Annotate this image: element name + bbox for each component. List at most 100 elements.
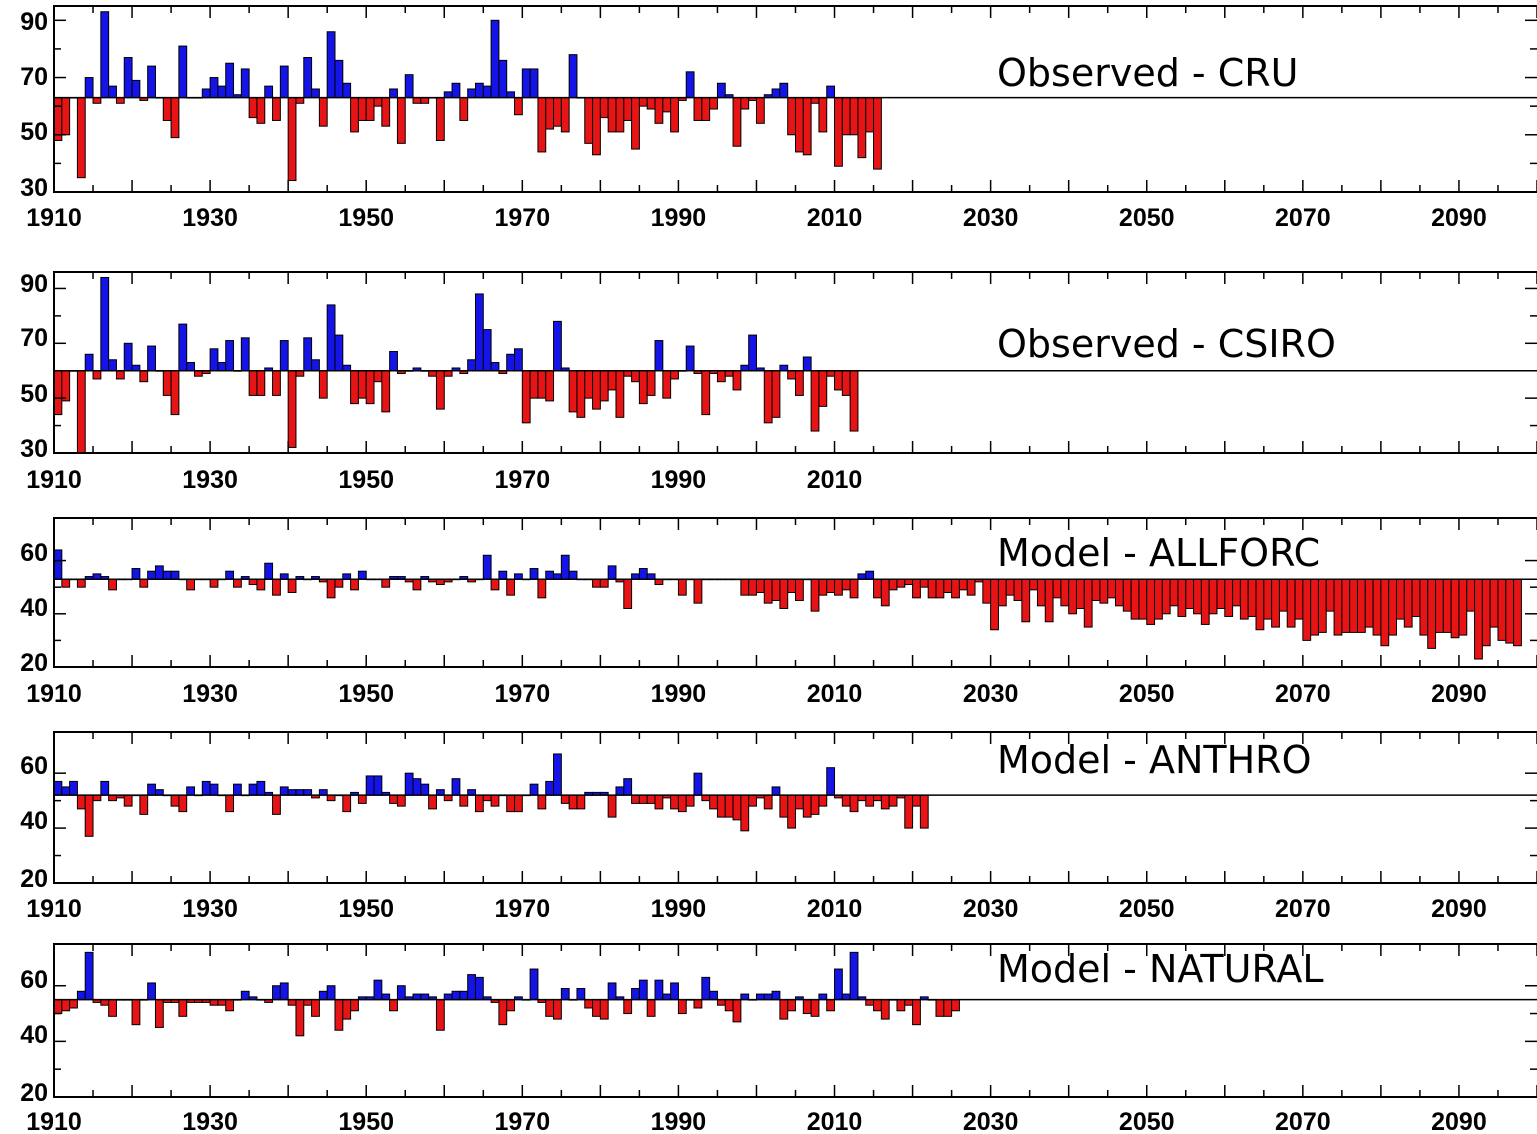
bar-2080 [1380,578,1390,647]
bar-1914 [84,951,94,1001]
bar-1986 [646,794,656,804]
bar-1984 [631,988,640,1001]
bar-2001 [763,993,773,1001]
bar-2003 [779,364,789,372]
bar-2065 [1263,578,1273,620]
bar-1987 [654,794,664,810]
bar-1937 [264,562,274,580]
bar-2005 [795,370,804,396]
bar-2061 [1232,578,1241,607]
x-tick-label: 2050 [1119,204,1175,232]
bar-1956 [412,778,422,796]
bar-1971 [529,68,539,99]
bar-2035 [1029,578,1038,591]
bar-1938 [272,794,281,815]
bar-1984 [631,97,640,150]
bar-2039 [1060,578,1070,607]
bar-1910 [53,780,63,796]
bar-1973 [545,570,555,580]
bar-2058 [1208,578,1218,615]
bar-2001 [763,578,773,604]
bar-1949 [357,97,367,121]
bar-2004 [787,999,797,1012]
bar-1952 [381,578,391,588]
bar-2064 [1255,578,1265,631]
bar-2072 [1317,578,1327,633]
bar-2002 [771,990,781,1001]
bar-2002 [771,786,781,796]
bar-1946 [334,334,344,372]
bar-1971 [529,968,539,1001]
bar-2042 [1083,578,1093,628]
bar-1919 [123,794,133,807]
bar-1945 [326,794,336,802]
bar-1964 [474,293,484,372]
bar-2016 [880,999,890,1020]
bar-1988 [662,97,672,113]
bar-1992 [693,578,703,604]
bar-2001 [763,370,773,424]
bar-2026 [958,578,968,591]
bar-1989 [670,982,679,1001]
bar-1967 [498,570,508,580]
bar-2004 [787,794,797,829]
bar-2010 [834,370,843,391]
y-tick-label: 60 [20,966,48,994]
bar-1935 [248,97,258,119]
x-tick-label: 1970 [495,680,551,708]
bar-1976 [568,794,578,810]
bar-1923 [154,789,164,796]
bar-2024 [943,578,953,594]
bar-1995 [716,370,726,383]
bar-1985 [638,979,648,1001]
bar-2045 [1107,578,1117,599]
bar-1969 [514,573,523,580]
bar-2011 [841,578,851,591]
bar-1987 [654,979,664,1001]
bar-1981 [607,565,617,580]
bar-1934 [240,68,250,99]
x-tick-label: 1970 [495,895,551,923]
bar-1984 [631,573,640,580]
bar-1970 [521,370,531,424]
bar-1974 [553,320,562,372]
panel-title: Model - ANTHRO [997,738,1311,782]
bar-1936 [256,370,266,396]
bar-1961 [451,82,461,99]
bar-1927 [186,362,196,372]
bar-1970 [521,68,531,99]
bar-2056 [1193,578,1202,615]
bar-2017 [888,794,898,807]
bar-2016 [880,578,890,607]
bar-2022 [927,578,937,599]
bar-2020 [912,999,921,1026]
bar-1966 [490,19,500,99]
bar-2009 [826,767,836,796]
panel-title: Observed - CRU [997,51,1298,95]
x-tick-label: 1930 [182,1108,238,1134]
x-tick-label: 2050 [1119,895,1175,923]
bar-1914 [84,353,94,372]
bar-1940 [287,370,297,449]
bar-1955 [404,772,414,796]
bar-1948 [350,578,359,591]
bar-1952 [381,993,391,1001]
bar-2049 [1138,578,1148,620]
bar-1917 [108,999,117,1017]
x-tick-label: 1990 [651,895,707,923]
bar-1922 [147,982,156,1001]
bar-1949 [357,570,367,580]
bar-1968 [506,999,516,1012]
bar-2013 [857,97,867,159]
bar-1981 [607,794,617,818]
x-tick-label: 2010 [807,204,863,232]
bar-1971 [529,568,539,580]
bar-1968 [506,578,516,596]
x-tick-label: 1910 [26,466,82,494]
bar-2011 [841,794,851,807]
bar-1962 [459,990,469,1001]
bar-1981 [607,97,617,133]
y-tick-label: 60 [20,539,48,567]
bar-1999 [748,794,757,807]
x-tick-label: 2070 [1275,204,1331,232]
